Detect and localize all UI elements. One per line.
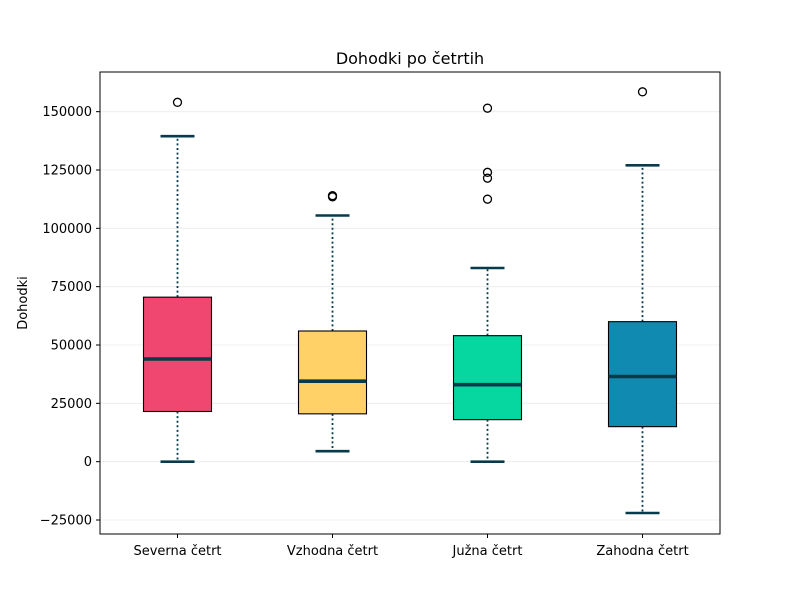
box-iqr: [607, 321, 678, 428]
x-tick-label: Južna četrt: [452, 544, 523, 559]
outlier-point: [637, 87, 648, 97]
outlier-point: [327, 191, 338, 201]
outlier-point: [172, 97, 183, 107]
y-tick-label: 75000: [51, 280, 92, 295]
box-group: [452, 103, 523, 463]
outlier-point: [482, 103, 493, 113]
outlier-point: [482, 194, 493, 204]
y-tick-label: 50000: [51, 339, 92, 354]
box-group: [297, 191, 368, 453]
x-tick-label: Severna četrt: [133, 544, 221, 559]
outlier-point: [482, 167, 493, 177]
plot-frame: [99, 71, 721, 535]
y-tick-label: 125000: [42, 164, 92, 179]
y-axis: −25000 0 25000 50000 75000 100000 125000 150000: [40, 105, 100, 529]
outlier-point: [482, 173, 493, 183]
boxes: [142, 87, 678, 515]
box-group: [607, 87, 678, 515]
box-group: [142, 97, 213, 463]
y-tick-label: 25000: [51, 397, 92, 412]
x-tick-label: Vzhodna četrt: [287, 544, 378, 559]
y-axis-title: Dohodki: [16, 276, 31, 330]
chart-title: Dohodki po četrtih: [336, 49, 484, 68]
box-iqr: [142, 296, 213, 413]
y-tick-label: −25000: [40, 514, 92, 529]
y-tick-label: 150000: [42, 105, 92, 120]
box-iqr: [297, 330, 368, 415]
x-tick-label: Zahodna četrt: [596, 544, 688, 559]
x-axis: Severna četrt Vzhodna četrt Južna četrt Zah…: [133, 534, 689, 559]
y-tick-label: 100000: [42, 222, 92, 237]
box-iqr: [452, 335, 523, 421]
y-tick-label: 0: [84, 455, 92, 470]
